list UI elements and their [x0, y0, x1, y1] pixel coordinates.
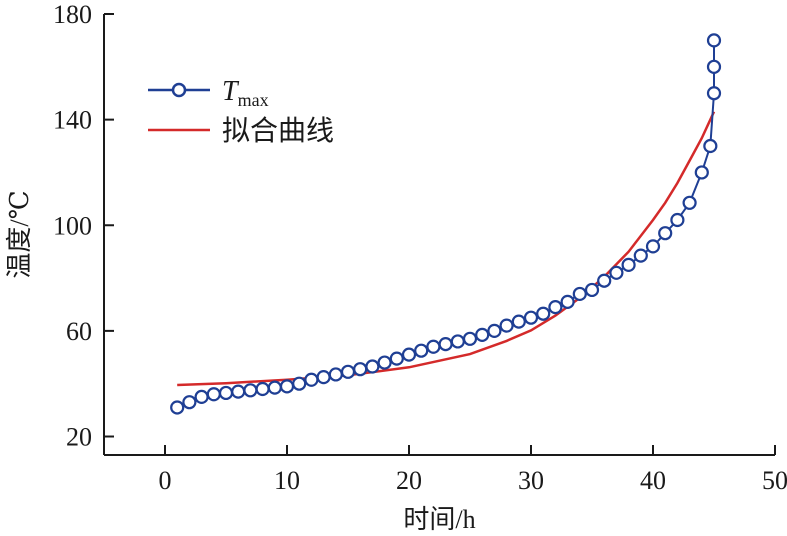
- y-tick-label: 20: [66, 423, 92, 452]
- tmax-data-point: [426, 339, 441, 354]
- tmax-data-point: [511, 314, 526, 329]
- tmax-data-point: [206, 387, 221, 402]
- tmax-data-point: [414, 343, 429, 358]
- legend-label-fit: 拟合曲线: [222, 115, 334, 147]
- tmax-data-point: [450, 334, 465, 349]
- x-tick-label: 50: [762, 466, 787, 495]
- tmax-data-point: [703, 138, 718, 154]
- x-axis-title: 时间/h: [403, 505, 475, 534]
- y-tick-label: 60: [66, 317, 92, 346]
- x-tick-label: 0: [159, 466, 172, 495]
- x-tick-label: 20: [396, 466, 422, 495]
- tmax-data-point: [536, 306, 551, 321]
- tmax-data-point: [475, 327, 490, 342]
- y-tick-label: 140: [53, 106, 92, 135]
- legend-label-tmax: Tmax: [222, 76, 269, 110]
- legend: Tmax 拟合曲线: [148, 76, 334, 147]
- tmax-data-point: [401, 347, 417, 362]
- tmax-data-point: [487, 323, 502, 338]
- tmax-data-point: [328, 367, 343, 382]
- y-tick-label: 180: [53, 0, 92, 29]
- tmax-data-point: [548, 300, 563, 315]
- tmax-data-point: [706, 59, 722, 74]
- tmax-data-point: [572, 286, 587, 302]
- tmax-data-point: [560, 294, 575, 309]
- series-layer: [170, 33, 722, 415]
- x-tick-label: 40: [640, 466, 666, 495]
- legend-label-tmax-main: T: [222, 76, 240, 107]
- tmax-data-point: [682, 195, 697, 210]
- tmax-data-point: [670, 212, 685, 228]
- tmax-data-point: [231, 384, 246, 399]
- tmax-data-point: [292, 376, 307, 391]
- tmax-data-point: [694, 165, 709, 180]
- tmax-data-point: [279, 379, 295, 394]
- tmax-data-point: [523, 310, 539, 325]
- axes: [103, 14, 775, 456]
- tmax-data-point: [365, 359, 380, 374]
- y-axis-title: 温度/℃: [5, 190, 34, 278]
- tmax-data-point: [597, 273, 612, 288]
- tmax-data-point: [243, 383, 258, 398]
- tmax-data-point: [658, 226, 673, 241]
- tmax-data-point: [609, 265, 624, 280]
- tmax-data-point: [499, 318, 514, 333]
- tmax-data-point: [353, 362, 368, 377]
- tmax-data-point: [304, 372, 319, 387]
- tmax-data-point: [182, 395, 197, 410]
- tmax-data-point: [706, 86, 722, 101]
- tmax-data-point: [645, 239, 661, 254]
- tmax-data-point: [377, 355, 392, 370]
- tmax-data-point: [194, 389, 209, 405]
- tmax-data-point: [438, 336, 453, 352]
- tmax-data-point: [218, 385, 234, 401]
- tmax-data-point: [389, 351, 404, 366]
- tmax-data-point: [584, 282, 600, 298]
- tmax-data-point: [316, 369, 331, 385]
- tmax-data-point: [621, 257, 636, 272]
- ticks: 0 10 20 30 40 50 20 60 100 140 180: [53, 0, 787, 495]
- x-tick-label: 30: [518, 466, 544, 495]
- tmax-data-point: [255, 381, 270, 397]
- tmax-data-point: [170, 400, 185, 415]
- tmax-data-point: [340, 364, 356, 379]
- tmax-data-point: [633, 248, 648, 263]
- tmax-data-point: [462, 331, 478, 346]
- x-tick-label: 10: [274, 466, 300, 495]
- y-tick-label: 100: [53, 211, 92, 240]
- tmax-data-point: [706, 33, 722, 48]
- tmax-data-point: [267, 380, 282, 395]
- legend-label-tmax-subscript: max: [238, 90, 269, 110]
- legend-marker-tmax: [171, 82, 187, 98]
